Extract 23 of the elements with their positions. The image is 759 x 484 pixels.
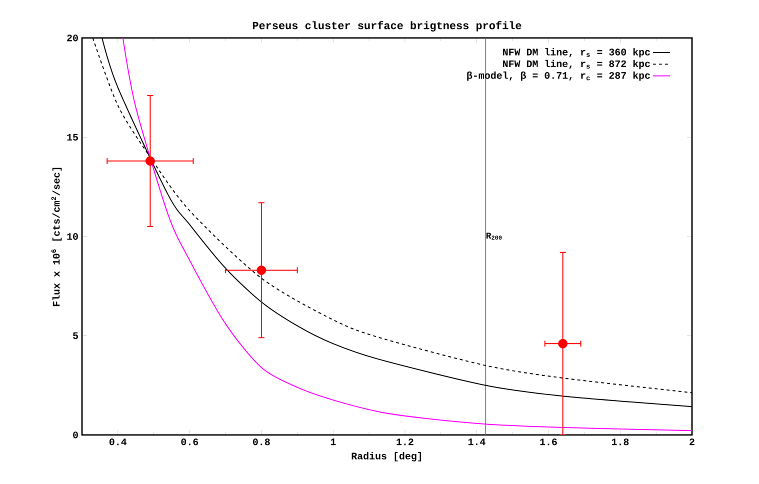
legend-label: NFW DM line, r$_{s}$ = 360 kpc bbox=[503, 48, 650, 58]
x-tick-label: 2 bbox=[690, 438, 694, 446]
x-axis-title: Radius [deg] bbox=[352, 452, 422, 462]
x-tick-label: 0.6 bbox=[181, 438, 198, 446]
x-tick-label: 1 bbox=[330, 438, 336, 446]
point bbox=[558, 338, 568, 348]
y-tick-label: 10 bbox=[67, 233, 78, 240]
x-tick-label: 1.8 bbox=[612, 438, 629, 446]
x-tick-label: 1.6 bbox=[540, 438, 557, 446]
y-tick-label: 0 bbox=[73, 432, 78, 438]
ref-line-label: R$_{200}$ bbox=[486, 232, 502, 240]
chart-title: Perseus cluster surface brigtness profile bbox=[252, 21, 522, 32]
point bbox=[256, 266, 266, 275]
y-tick-label: 5 bbox=[73, 332, 78, 340]
text: Flux x 10$^{6}$ [cts/cm$^{2}$/sec] bbox=[51, 168, 62, 306]
x-tick-label: 0.8 bbox=[253, 438, 270, 446]
x-tick-label: 0.4 bbox=[109, 438, 127, 446]
y-tick-label: 20 bbox=[67, 34, 78, 42]
legend-label: NFW DM line, r$_{s}$ = 872 kpc bbox=[503, 60, 650, 70]
point bbox=[145, 156, 155, 166]
x-tick-label: 1.2 bbox=[396, 438, 414, 446]
x-tick-label: 1.4 bbox=[468, 438, 486, 446]
y-tick-label: 15 bbox=[67, 134, 78, 141]
